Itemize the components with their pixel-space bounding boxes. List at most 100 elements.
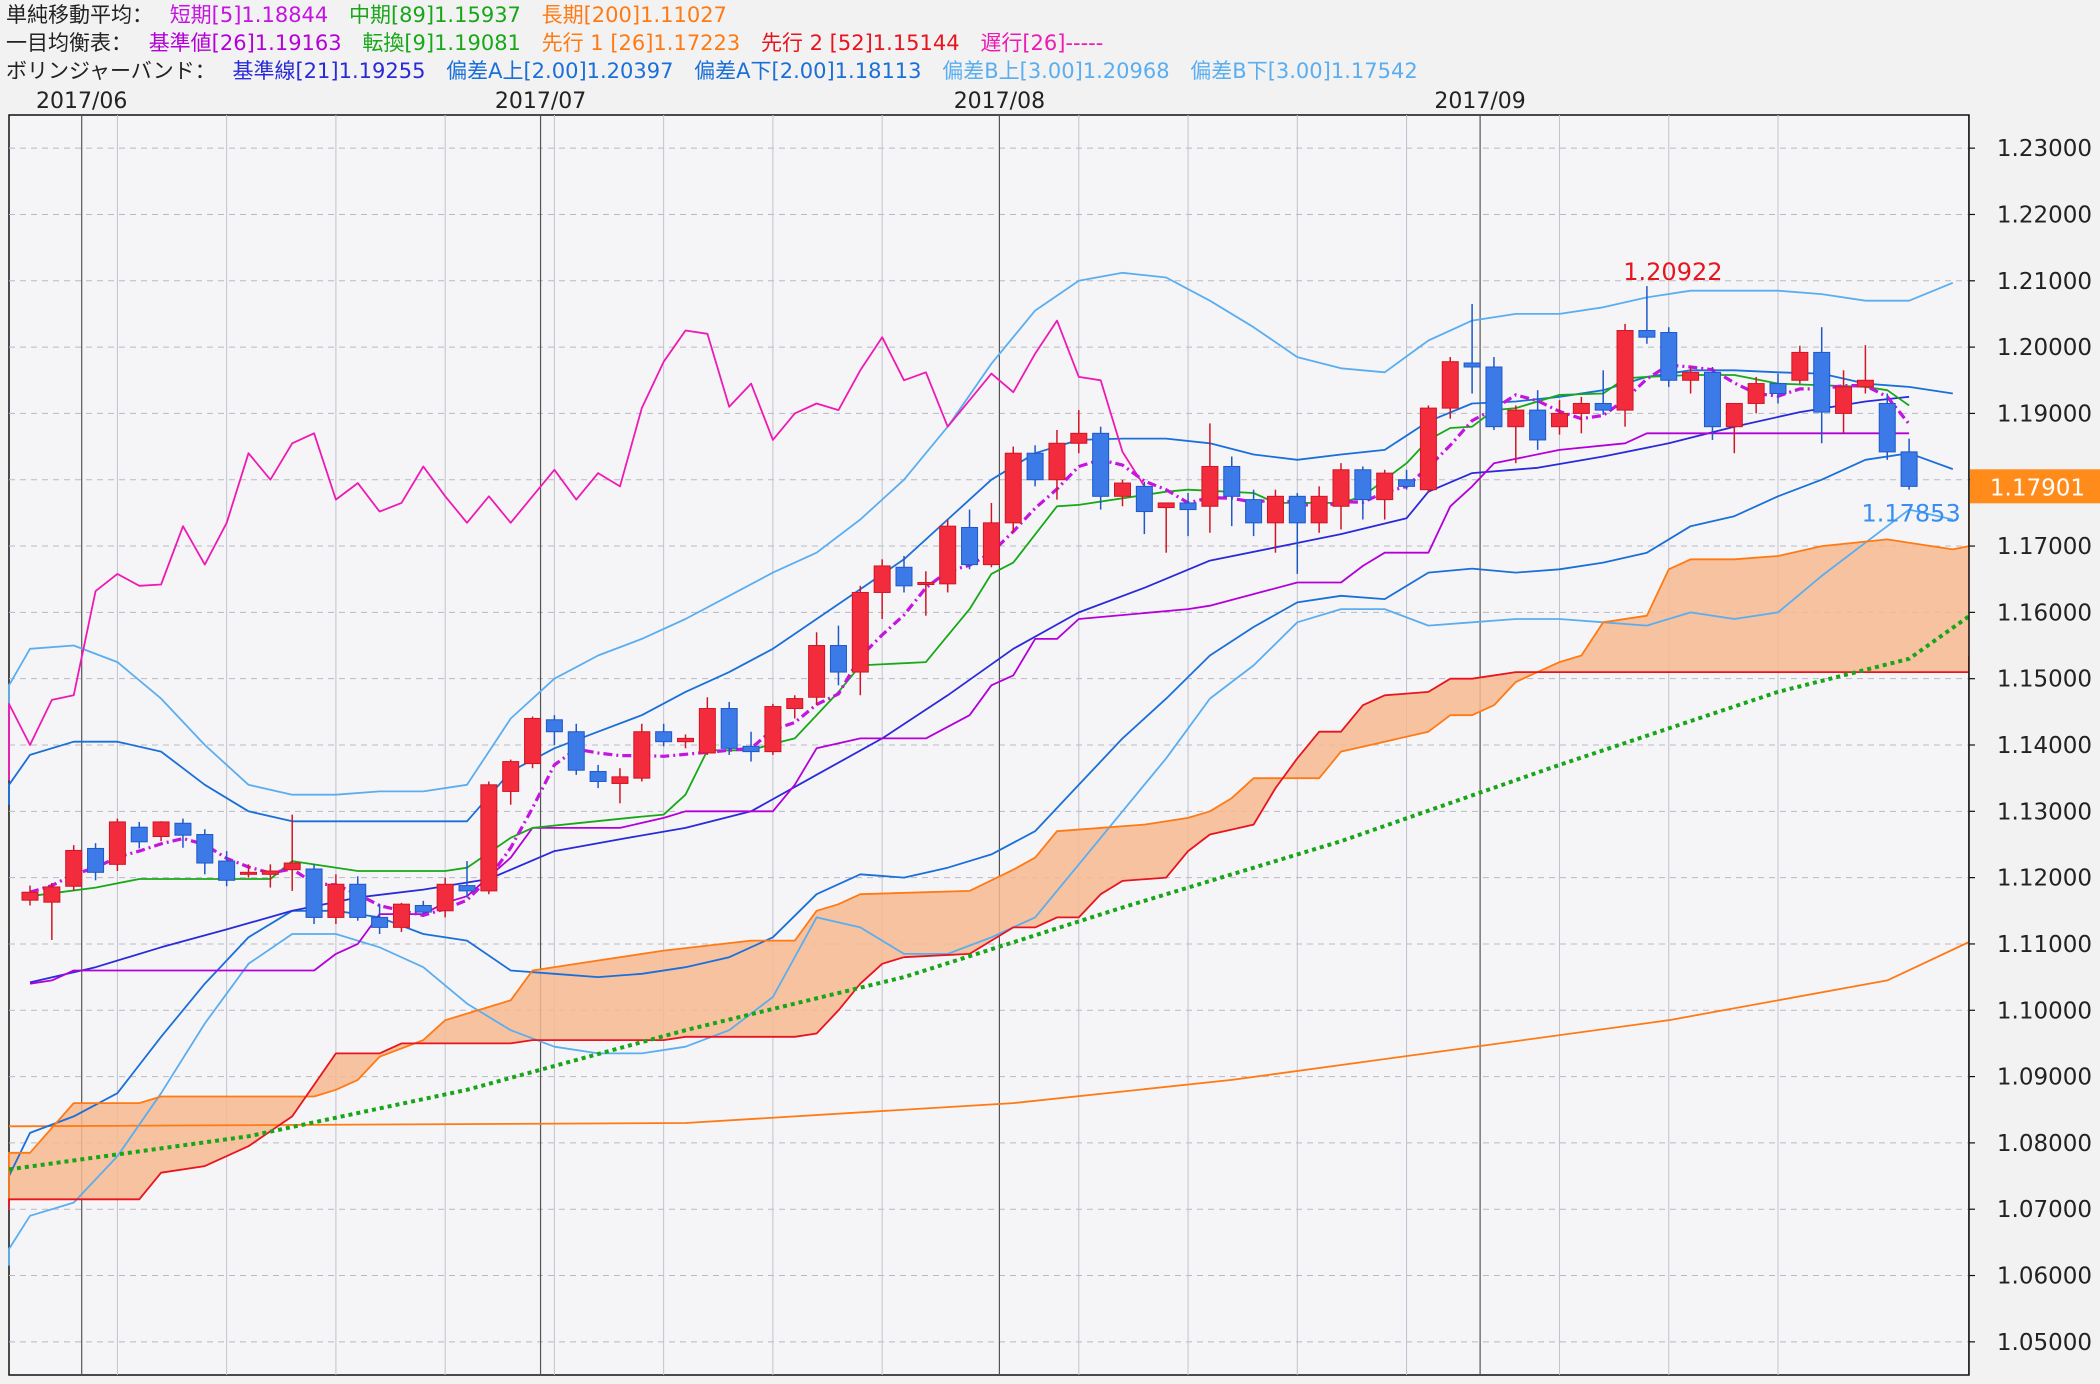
candle-body — [458, 885, 476, 892]
candle — [1769, 373, 1787, 404]
candle — [349, 876, 367, 921]
candle-body — [1703, 371, 1721, 428]
axis-tick-label: 1.15000 — [1997, 667, 2092, 693]
legend-sma: 単純移動平均： 短期[5]1.18844 中期[89]1.15937 長期[20… — [6, 2, 741, 28]
legend-tenkan: 転換[9]1.19081 — [362, 31, 521, 55]
month-label: 2017/08 — [954, 89, 1045, 114]
candle — [1725, 402, 1743, 454]
candle-body — [174, 822, 192, 836]
candle — [895, 556, 913, 593]
candle-body — [414, 904, 432, 913]
legend-senkou1: 先行 1 [26]1.17223 — [541, 31, 741, 55]
axis-tick-label: 1.16000 — [1997, 600, 2092, 626]
candle — [327, 874, 345, 925]
candle — [1813, 327, 1831, 444]
legend-bb-b-up: 偏差B上[3.00]1.20968 — [942, 59, 1170, 83]
candle-body — [764, 706, 782, 753]
month-label: 2017/06 — [36, 89, 127, 114]
candle-body — [1835, 386, 1853, 414]
candle-body — [1769, 383, 1787, 395]
axis-tick-label: 1.19000 — [1997, 401, 2092, 427]
legend-ichimoku: 一目均衡表： 基準値[26]1.19163 転換[9]1.19081 先行 1 … — [6, 30, 1117, 56]
axis-tick-label: 1.08000 — [1997, 1131, 2092, 1157]
candle — [1703, 367, 1721, 440]
candle-body — [633, 731, 651, 779]
candle — [21, 885, 39, 906]
legend-bollinger: ボリンジャーバンド： 基準線[21]1.19255 偏差A上[2.00]1.20… — [6, 58, 1432, 84]
candle-body — [1507, 409, 1525, 428]
candle — [240, 864, 257, 878]
candle — [917, 571, 935, 616]
candle — [218, 851, 236, 887]
month-label: 2017/09 — [1434, 89, 1525, 114]
candle-body — [327, 883, 345, 918]
candle-body — [611, 776, 629, 784]
candle — [108, 818, 126, 871]
month-label: 2017/07 — [495, 89, 586, 114]
candle-body — [1245, 499, 1263, 524]
candle-body — [218, 860, 236, 881]
annotations: 1.20922 1.17853 — [1623, 258, 1960, 528]
candle-body — [108, 821, 126, 865]
candle-body — [1004, 452, 1022, 524]
current-price-label: 1.17901 — [1990, 475, 2085, 501]
candle — [764, 703, 782, 755]
candle — [1157, 502, 1175, 553]
candle-body — [1682, 371, 1700, 381]
candle — [1245, 489, 1263, 537]
candle — [130, 821, 148, 849]
axis-tick-label: 1.07000 — [1997, 1197, 2092, 1223]
candle — [677, 734, 694, 749]
candle — [982, 502, 1000, 568]
candle-body — [786, 698, 804, 710]
candle — [524, 716, 542, 769]
high-price-label: 1.20922 — [1623, 258, 1722, 286]
candle-body — [851, 591, 869, 673]
axis-tick-label: 1.23000 — [1997, 136, 2092, 162]
legend-ichimoku-heading: 一目均衡表： — [6, 31, 132, 55]
bb-b-lower-line — [8, 508, 1953, 1266]
legend-sma-mid: 中期[89]1.15937 — [348, 3, 521, 27]
candle-body — [917, 582, 935, 586]
candle-body — [1288, 495, 1306, 524]
candle — [1004, 446, 1022, 533]
legend-senkou2: 先行 2 [52]1.15144 — [760, 31, 960, 55]
candle — [1135, 481, 1153, 535]
candle — [851, 585, 869, 696]
candle-body — [567, 731, 585, 771]
candle — [174, 818, 192, 848]
candles — [21, 286, 1918, 940]
candle-body — [1266, 495, 1284, 524]
candle-body — [480, 784, 498, 892]
senkou1-line — [8, 486, 1970, 1200]
candle-body — [1660, 332, 1678, 381]
candle — [939, 519, 957, 593]
candle — [1092, 426, 1110, 510]
candle — [1747, 376, 1765, 414]
axis-tick-label: 1.06000 — [1997, 1264, 2092, 1290]
low-price-label: 1.17853 — [1861, 500, 1960, 528]
candle-body — [939, 525, 957, 585]
candle-body — [1594, 402, 1612, 411]
candle-body — [1354, 469, 1372, 501]
candle-body — [808, 645, 826, 698]
candle — [261, 864, 279, 888]
candle-body — [305, 868, 323, 918]
candle-body — [1529, 409, 1547, 441]
candle-body — [677, 737, 694, 743]
candle-body — [1878, 402, 1896, 453]
candle — [1529, 390, 1547, 450]
legend-sma-heading: 単純移動平均： — [6, 3, 153, 27]
candle — [1223, 456, 1241, 527]
candle — [1485, 357, 1503, 430]
candle — [1179, 493, 1197, 537]
legend-bb-a-down: 偏差A下[2.00]1.18113 — [694, 59, 922, 83]
candle-body — [1048, 442, 1066, 481]
kumo-fill — [9, 486, 1969, 1210]
candle — [720, 701, 738, 755]
candle — [1332, 463, 1350, 530]
candle — [589, 764, 607, 789]
axis-tick-label: 1.13000 — [1997, 799, 2092, 825]
candle-body — [152, 821, 170, 838]
